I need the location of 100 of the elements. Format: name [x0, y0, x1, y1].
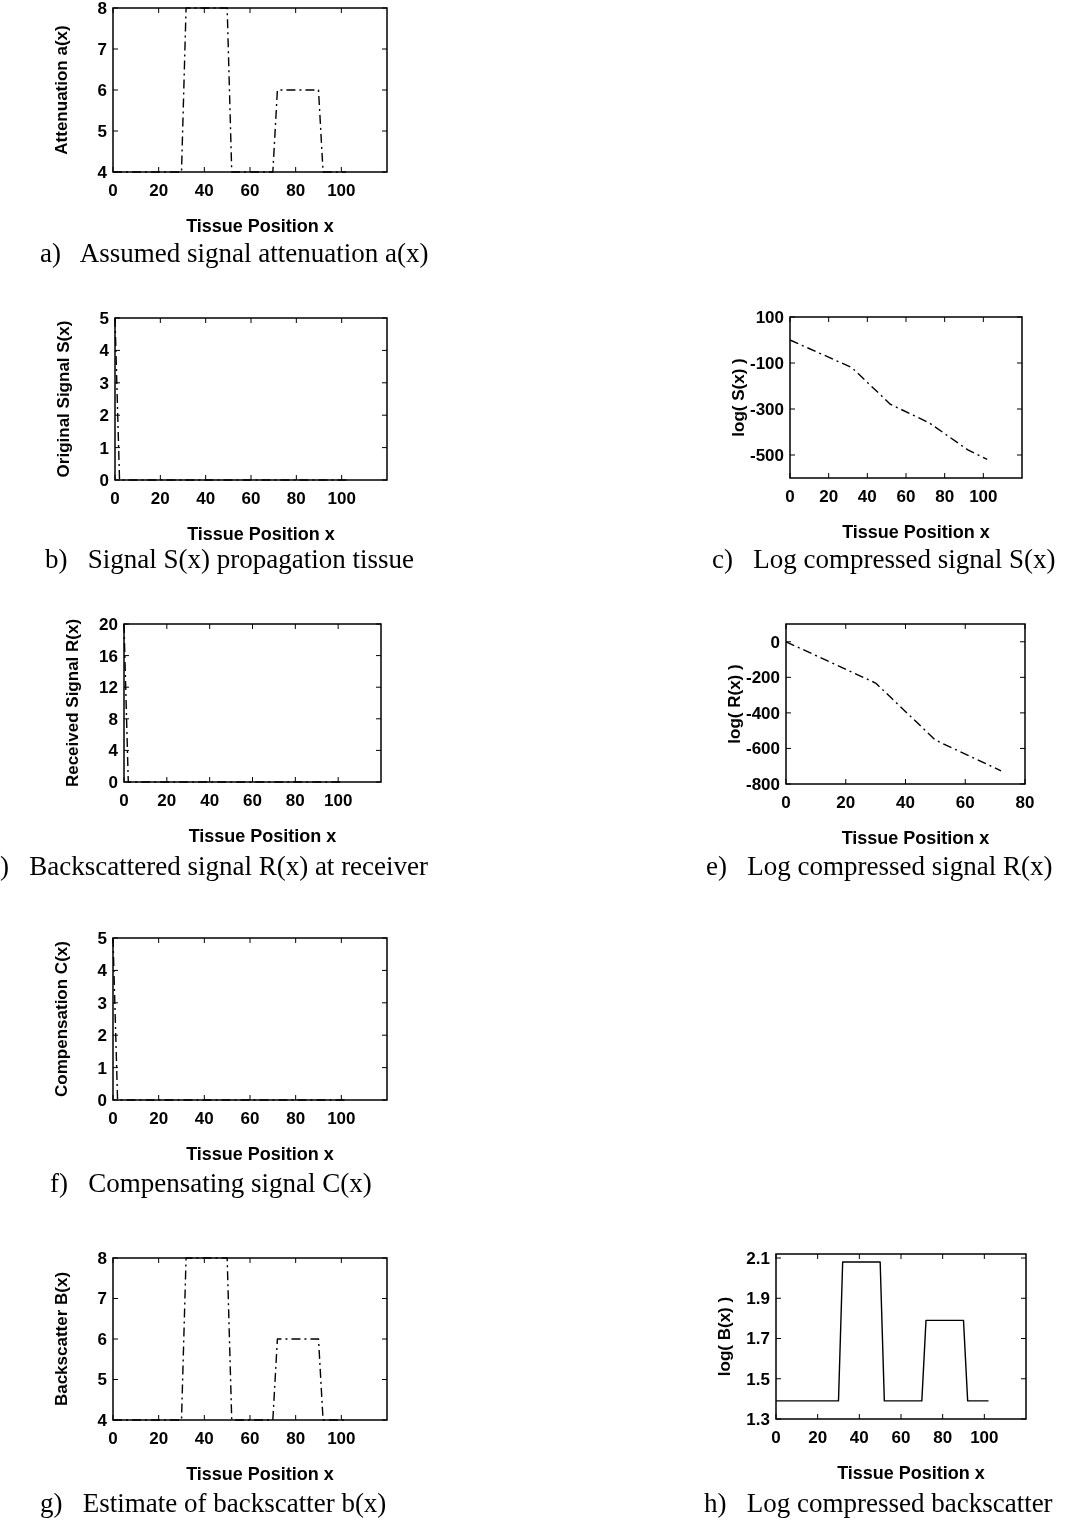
x-tick-label: 60 [243, 791, 262, 810]
x-tick-label: 80 [286, 489, 306, 508]
y-tick-label: 5 [97, 1370, 107, 1390]
x-tick-label: 60 [891, 1428, 911, 1447]
x-tick-label: 80 [933, 1428, 953, 1447]
x-axis-title: Tissue Position x [186, 216, 334, 236]
y-tick-label: -800 [745, 774, 780, 794]
x-axis-title: Tissue Position x [841, 828, 990, 848]
text: h) Log compressed backscatter [704, 1488, 1053, 1518]
x-tick-label: 100 [327, 1429, 356, 1448]
x-tick-label: 100 [327, 181, 356, 200]
x-tick-label: 40 [194, 1109, 214, 1128]
x-axis-title: Tissue Position x [186, 1144, 334, 1164]
x-axis-title: Tissue Position x [186, 1464, 334, 1484]
y-tick-label: 8 [108, 709, 118, 729]
y-tick-label: 3 [97, 993, 107, 1013]
y-tick-label: 20 [99, 614, 118, 634]
x-tick-label: 80 [286, 181, 306, 200]
x-tick-label: 100 [327, 1109, 356, 1128]
y-tick-label: -400 [745, 703, 780, 723]
y-tick-label: 1.7 [746, 1329, 770, 1349]
y-tick-label: 1 [97, 1058, 107, 1078]
x-tick-label: 20 [836, 793, 856, 812]
y-axis-title: Original Signal S(x) [54, 320, 73, 478]
x-tick-label: 80 [935, 487, 955, 506]
y-tick-label: 16 [99, 646, 118, 666]
y-tick-label: 2 [99, 406, 109, 426]
x-tick-label: 40 [196, 489, 216, 508]
y-axis-title: log( S(x) ) [729, 358, 748, 437]
x-tick-label: 100 [327, 489, 356, 508]
x-tick-label: 60 [241, 489, 261, 508]
x-axis-title: Tissue Position x [842, 522, 990, 542]
x-axis-title: Tissue Position x [837, 1463, 985, 1483]
x-axis-title: Tissue Position x [187, 524, 335, 544]
y-tick-label: 8 [97, 0, 107, 18]
y-tick-label: 3 [99, 373, 109, 393]
x-tick-label: 40 [849, 1428, 869, 1447]
y-tick-label: -300 [749, 399, 784, 419]
x-tick-label: 100 [323, 791, 353, 810]
x-tick-label: 100 [969, 487, 998, 506]
y-tick-label: 100 [755, 307, 784, 327]
x-tick-label: 60 [240, 1109, 260, 1128]
x-tick-label: 100 [970, 1428, 999, 1447]
y-tick-label: 4 [97, 961, 108, 981]
x-tick-label: 20 [149, 1109, 169, 1128]
x-tick-label: 40 [200, 791, 220, 810]
y-tick-label: 1.9 [746, 1289, 770, 1309]
y-axis-title: Attenuation a(x) [52, 25, 71, 155]
x-tick-label: 40 [857, 487, 877, 506]
text: e) Log compressed signal R(x) [706, 851, 1053, 881]
y-axis-title: Backscatter B(x) [52, 1271, 71, 1407]
x-tick-label: 20 [819, 487, 839, 506]
y-tick-label: 0 [97, 1090, 107, 1110]
y-axis-title: Received Signal R(x) [63, 618, 82, 788]
text: c) Log compressed signal S(x) [712, 544, 1056, 574]
y-tick-label: 6 [97, 1329, 107, 1349]
y-axis-title: log( R(x) ) [725, 664, 744, 744]
x-axis-title: Tissue Position x [188, 826, 337, 846]
y-axis-title: log( B(x) ) [715, 1296, 734, 1377]
y-tick-label: 8 [97, 1248, 107, 1268]
y-tick-label: 0 [108, 772, 118, 792]
x-tick-label: 80 [1015, 793, 1035, 812]
x-tick-label: 20 [150, 489, 170, 508]
x-tick-label: 80 [286, 1109, 306, 1128]
x-tick-label: 20 [157, 791, 177, 810]
y-tick-label: -600 [745, 739, 780, 759]
y-tick-label: 2.1 [746, 1248, 770, 1268]
y-tick-label: 2 [97, 1026, 107, 1046]
x-tick-label: 80 [286, 1429, 306, 1448]
x-tick-label: 40 [194, 181, 214, 200]
y-tick-label: 4 [99, 341, 110, 361]
x-tick-label: 40 [896, 793, 915, 812]
y-tick-label: 4 [108, 741, 119, 761]
x-tick-label: 60 [240, 1429, 260, 1448]
x-tick-label: 20 [149, 181, 169, 200]
text: f) Compensating signal C(x) [50, 1168, 372, 1198]
y-tick-label: 5 [97, 928, 107, 948]
y-tick-label: 1 [99, 438, 109, 458]
y-tick-label: -500 [749, 445, 784, 465]
x-tick-label: 40 [194, 1429, 214, 1448]
x-tick-label: 60 [896, 487, 916, 506]
y-tick-label: 5 [97, 121, 107, 141]
y-tick-label: -200 [745, 668, 780, 688]
y-tick-label: -100 [749, 353, 784, 373]
x-tick-label: 20 [808, 1428, 828, 1447]
y-tick-label: 1.3 [746, 1409, 770, 1429]
text: a) Assumed signal attenuation a(x) [40, 238, 429, 268]
x-tick-label: 20 [149, 1429, 169, 1448]
y-tick-label: 5 [99, 308, 109, 328]
y-tick-label: 1.5 [746, 1369, 770, 1389]
text: ) Backscattered signal R(x) at receiver [0, 851, 429, 881]
text: g) Estimate of backscatter b(x) [40, 1488, 387, 1518]
y-tick-label: 7 [97, 39, 107, 59]
y-axis-title: Compensation C(x) [52, 941, 71, 1097]
x-tick-label: 80 [285, 791, 305, 810]
y-tick-label: 4 [97, 162, 108, 182]
y-tick-label: 12 [99, 678, 118, 698]
y-tick-label: 0 [770, 632, 780, 652]
y-tick-label: 0 [99, 470, 109, 490]
x-tick-label: 60 [240, 181, 260, 200]
